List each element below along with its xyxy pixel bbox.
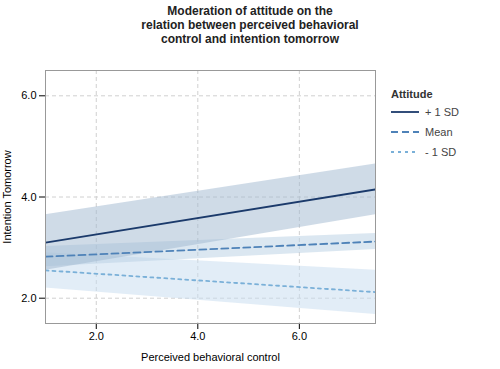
svg-text:4.0: 4.0 (21, 191, 36, 203)
html-text:Attitude: Attitude (391, 88, 433, 100)
html-text:+ 1 SD: + 1 SD (425, 106, 459, 118)
svg-text:Intention Tomorrow: Intention Tomorrow (1, 150, 13, 243)
svg-text:6.0: 6.0 (292, 330, 307, 342)
html-text:Mean: Mean (425, 126, 453, 138)
svg-text:4.0: 4.0 (190, 330, 205, 342)
svg-text:6.0: 6.0 (21, 89, 36, 101)
html-text:Moderation of attitude on the: Moderation of attitude on the relation b… (141, 4, 359, 46)
svg-text:2.0: 2.0 (21, 292, 36, 304)
html-text:- 1 SD: - 1 SD (425, 146, 457, 158)
svg-text:Perceived behavioral control: Perceived behavioral control (141, 351, 280, 363)
svg-text:2.0: 2.0 (89, 330, 104, 342)
